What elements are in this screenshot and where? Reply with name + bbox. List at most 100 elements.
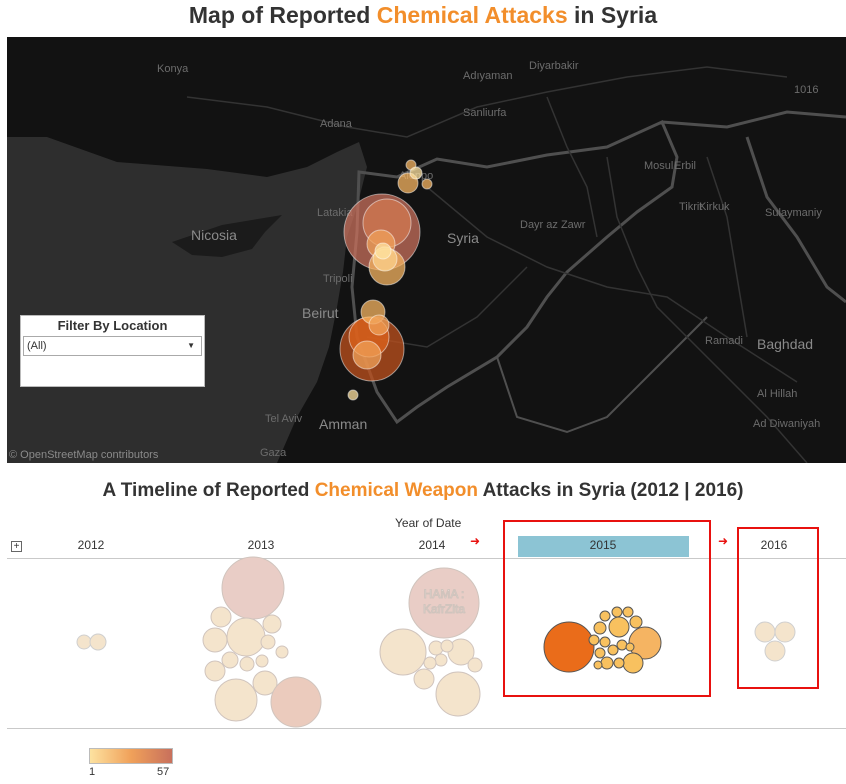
title-prefix: Map of Reported <box>188 2 377 28</box>
title-suffix: in Syria <box>567 2 658 28</box>
attack-marker[interactable] <box>368 314 390 336</box>
bubble[interactable] <box>774 621 796 643</box>
bubble[interactable] <box>599 636 611 648</box>
bubble[interactable] <box>435 671 481 717</box>
bubble[interactable] <box>226 617 266 657</box>
syria-map[interactable]: Konya Adıyaman Diyarbakir Sanliurfa Adan… <box>7 37 846 463</box>
bubble[interactable] <box>221 651 239 669</box>
bubble[interactable] <box>262 614 282 634</box>
bubbles-2012 <box>76 633 107 651</box>
city-kirkuk: Kirkuk <box>699 201 730 213</box>
bubble-label-line2: KafrZita <box>423 602 465 616</box>
city-tel-aviv: Tel Aviv <box>265 413 303 425</box>
location-select[interactable]: (All) ▼ <box>23 336 202 356</box>
city-sanliurfa: Sanliurfa <box>463 107 507 119</box>
bubble[interactable] <box>275 645 289 659</box>
timeline-title-accent: Chemical Weapon <box>314 480 479 501</box>
iraq-iran-border <box>745 136 846 304</box>
road <box>186 66 788 138</box>
bubble[interactable] <box>270 676 322 728</box>
bubble[interactable] <box>543 621 595 673</box>
city-amman: Amman <box>319 416 368 432</box>
bubble[interactable] <box>252 670 278 696</box>
road <box>426 186 798 383</box>
city-diyarbakir: Diyarbakir <box>529 60 579 72</box>
bubble[interactable] <box>423 656 437 670</box>
highlight-box-2016 <box>737 527 819 689</box>
bubble[interactable] <box>379 628 427 676</box>
iraq-jordan-border <box>496 316 708 434</box>
bubble[interactable] <box>611 606 623 618</box>
bubble[interactable] <box>221 556 285 620</box>
bubble[interactable] <box>440 639 454 653</box>
city-ad-diwaniyah: Ad Diwaniyah <box>753 418 821 430</box>
bubble[interactable] <box>594 647 606 659</box>
bubble[interactable] <box>255 654 269 668</box>
attack-marker[interactable] <box>352 340 382 370</box>
bubble-label-line1: HAMA : <box>424 587 465 601</box>
caret-down-icon[interactable]: ▼ <box>187 341 195 350</box>
city-adana: Adana <box>320 118 352 130</box>
bubble[interactable] <box>467 657 483 673</box>
bubble[interactable] <box>413 668 435 690</box>
bubble[interactable] <box>239 656 255 672</box>
city-nicosia: Nicosia <box>191 227 237 243</box>
city-beirut: Beirut <box>302 305 339 321</box>
bubble[interactable] <box>607 644 619 656</box>
bubbles-2016 <box>754 621 796 662</box>
bubble[interactable] <box>204 660 226 682</box>
timeline-title-suffix: Attacks in Syria (2012 | 2016) <box>478 480 744 501</box>
bubble[interactable] <box>210 606 232 628</box>
year-header-2012[interactable]: 2012 <box>77 538 105 552</box>
year-axis-title: Year of Date <box>395 516 462 530</box>
attack-marker[interactable] <box>421 178 433 190</box>
bubble[interactable] <box>260 634 276 650</box>
bubbles-2014: HAMA : KafrZita <box>379 567 483 717</box>
turkey-iraq-border <box>661 110 846 129</box>
city-adiyaman: Adıyaman <box>463 70 513 82</box>
highlight-box-2015 <box>503 520 711 697</box>
city-konya: Konya <box>157 63 189 75</box>
bubble[interactable] <box>89 633 107 651</box>
bubble[interactable] <box>764 640 786 662</box>
attack-marker[interactable] <box>409 166 423 180</box>
bubble[interactable] <box>588 634 600 646</box>
city-tikrit: Tikrit <box>679 201 703 213</box>
bubble[interactable] <box>593 621 607 635</box>
year-header-2015[interactable]: 2015 <box>589 538 617 552</box>
expand-icon[interactable]: + <box>11 541 22 552</box>
city-baghdad: Baghdad <box>757 336 814 352</box>
attack-marker[interactable] <box>347 389 359 401</box>
map-attribution[interactable]: © OpenStreetMap contributors <box>9 449 159 461</box>
location-filter: Filter By Location (All) ▼ <box>20 315 205 387</box>
bubble[interactable] <box>613 657 625 669</box>
attack-marker[interactable] <box>374 242 392 260</box>
timeline-bottom-divider <box>7 728 846 729</box>
bubble[interactable] <box>434 653 448 667</box>
year-header-2016[interactable]: 2016 <box>760 538 788 552</box>
bubble[interactable] <box>629 615 643 629</box>
dashboard-title: Map of Reported Chemical Attacks in Syri… <box>0 0 846 34</box>
location-select-value: (All) <box>27 340 47 352</box>
title-accent: Chemical Attacks <box>376 2 568 28</box>
bubble[interactable] <box>622 606 634 618</box>
city-latakia: Latakia <box>317 207 353 219</box>
bubble[interactable] <box>76 634 92 650</box>
bubble[interactable] <box>593 660 603 670</box>
city-tripoli: Tripoli <box>323 273 353 285</box>
year-header-2014[interactable]: 2014 <box>418 538 446 552</box>
city-1016: 1016 <box>794 84 819 96</box>
cyprus-land <box>172 215 282 257</box>
bubble[interactable] <box>599 610 611 622</box>
city-dayr-az-zawr: Dayr az Zawr <box>520 219 586 231</box>
year-header-2013[interactable]: 2013 <box>247 538 275 552</box>
timeline-header-divider <box>7 558 846 559</box>
bubble[interactable] <box>214 678 258 722</box>
legend-max-label: 57 <box>157 766 170 778</box>
bubble[interactable] <box>625 642 635 652</box>
timeline-title-prefix: A Timeline of Reported <box>102 480 315 501</box>
bubble[interactable] <box>408 567 480 639</box>
bubble[interactable] <box>202 627 228 653</box>
timeline-title: A Timeline of Reported Chemical Weapon A… <box>0 480 846 502</box>
